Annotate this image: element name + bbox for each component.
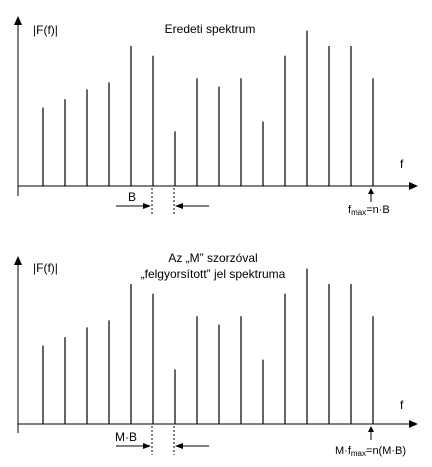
top-x-axis-label: f [400,157,404,171]
top-fmax-arrowhead [368,188,374,194]
bottom-panel: |F(f)| Az „M” szorzóval „felgyorsított” … [14,251,418,458]
top-x-arrowhead [409,182,418,190]
top-spectral-lines [42,30,374,186]
top-title: Eredeti spektrum [165,22,256,36]
top-panel: |F(f)| Eredeti spektrum f B fmax=n·B [14,16,418,217]
bottom-fmax-label: M·fmax=n(M·B) [335,445,406,458]
bottom-spacing-label: M·B [115,430,137,444]
top-y-axis-label: |F(f)| [33,23,58,37]
top-spacing-label: B [128,190,136,204]
bottom-title-line-1: Az „M” szorzóval [168,251,257,265]
top-spacing-arrowhead-right [175,203,183,209]
top-y-arrowhead [14,16,22,25]
bottom-y-arrowhead [14,256,22,265]
bottom-y-axis-label: |F(f)| [33,261,58,275]
bottom-x-axis-label: f [400,398,404,412]
bottom-x-arrowhead [409,420,418,428]
top-fmax-label: fmax=n·B [348,204,390,217]
bottom-spacing-arrowhead-left [143,443,151,449]
top-spacing-arrowhead-left [143,203,151,209]
bottom-spectral-lines [42,268,374,424]
bottom-title-line-2: „felgyorsított” jel spektruma [141,267,286,281]
bottom-fmax-arrowhead [368,426,374,432]
bottom-spacing-arrowhead-right [175,443,183,449]
